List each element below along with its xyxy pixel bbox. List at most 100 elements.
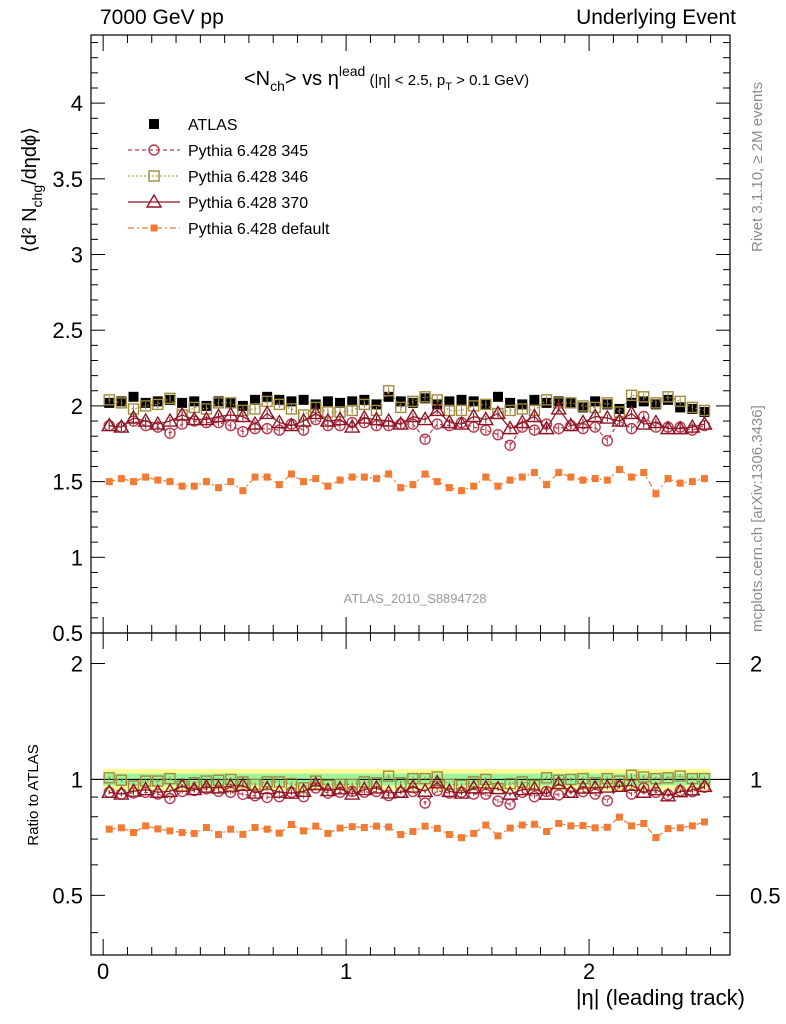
data-point: [586, 408, 604, 423]
legend-label: ATLAS: [188, 117, 238, 134]
data-point: [117, 475, 125, 483]
data-point: [589, 401, 601, 414]
data-point: [686, 401, 699, 414]
data-point: [553, 422, 565, 435]
data-point: [200, 403, 213, 415]
ratio-point: [210, 779, 227, 794]
ratio-point: [441, 782, 458, 798]
data-point: [492, 391, 503, 402]
ratio-point: [628, 822, 636, 830]
ratio-point: [300, 827, 308, 835]
legend-label: Pythia 6.428 default: [188, 221, 330, 238]
data-point: [419, 433, 431, 445]
ratio-point: [382, 770, 395, 782]
data-point: [421, 470, 429, 478]
data-point: [189, 396, 200, 407]
data-point: [300, 478, 308, 486]
data-point: [177, 397, 188, 408]
ratio-point: [215, 831, 223, 839]
data-point: [590, 396, 601, 407]
data-point: [237, 425, 249, 438]
ratio-point: [130, 828, 138, 836]
ratio-point: [480, 773, 492, 786]
ratio-point: [103, 772, 115, 784]
ratio-point: [623, 776, 640, 792]
ratio-y-tick-label: 2: [71, 651, 83, 676]
data-point: [684, 418, 701, 433]
data-point: [372, 475, 380, 483]
ratio-point: [237, 788, 249, 800]
ratio-point: [453, 784, 470, 799]
data-point: [101, 417, 118, 432]
data-point: [601, 397, 614, 409]
ratio-point: [385, 823, 393, 831]
data-point: [540, 394, 553, 406]
ratio-point: [356, 781, 373, 796]
ratio-point: [567, 822, 575, 830]
ratio-point: [652, 834, 660, 842]
ratio-point: [343, 785, 361, 800]
ratio-point: [477, 779, 495, 794]
ratio-point: [307, 776, 324, 791]
data-point: [700, 475, 708, 483]
data-point: [312, 475, 320, 483]
ratio-point: [164, 792, 176, 805]
data-point: [577, 400, 589, 412]
data-point: [319, 412, 337, 427]
ratio-point: [482, 821, 490, 829]
ratio-y-tick-label-right: 1: [750, 767, 762, 792]
data-point: [514, 414, 531, 429]
ratio-point: [506, 824, 514, 832]
data-point: [336, 476, 344, 484]
ratio-point: [659, 787, 677, 802]
data-point: [506, 476, 514, 484]
ratio-point: [395, 777, 407, 789]
data-point: [137, 412, 154, 427]
data-point: [603, 476, 611, 484]
ratio-point: [397, 831, 405, 839]
data-point: [638, 391, 650, 403]
ratio-point: [526, 780, 543, 795]
data-point: [285, 403, 298, 415]
x-tick-label: 0: [97, 959, 109, 984]
x-tick-label: 2: [583, 959, 595, 984]
ratio-point: [455, 779, 468, 791]
data-point: [628, 473, 636, 481]
ratio-point: [662, 772, 674, 784]
ratio-point: [625, 769, 638, 782]
x-tick-label: 1: [340, 959, 352, 984]
ratio-point: [579, 822, 587, 830]
ratio-point: [346, 778, 358, 791]
data-point: [433, 478, 441, 486]
ratio-point: [258, 780, 276, 795]
data-point: [246, 415, 264, 430]
data-point: [431, 394, 443, 406]
ratio-point: [331, 780, 349, 795]
data-point: [526, 408, 543, 423]
data-point: [324, 482, 332, 490]
data-point: [212, 397, 225, 409]
data-point: [538, 420, 555, 435]
data-point: [456, 394, 467, 405]
data-point: [492, 428, 504, 441]
data-point: [445, 484, 453, 492]
y-tick-label: 1: [71, 545, 83, 570]
analysis-watermark: ATLAS_2010_S8894728: [344, 591, 487, 606]
ratio-point: [409, 827, 417, 835]
ratio-point: [640, 819, 648, 827]
ratio-point: [115, 774, 128, 786]
ratio-axis-label: Ratio to ATLAS: [25, 744, 42, 845]
ratio-point: [190, 829, 198, 837]
data-point: [494, 482, 502, 490]
ratio-point: [105, 825, 113, 833]
y-tick-label: 2: [71, 394, 83, 419]
data-point: [125, 409, 142, 424]
ratio-point: [540, 772, 553, 784]
ratio-point: [615, 813, 623, 821]
legend-marker: [145, 193, 163, 208]
ratio-point: [674, 770, 686, 782]
data-point: [385, 470, 393, 478]
ratio-point: [445, 831, 453, 839]
data-point: [234, 408, 252, 423]
